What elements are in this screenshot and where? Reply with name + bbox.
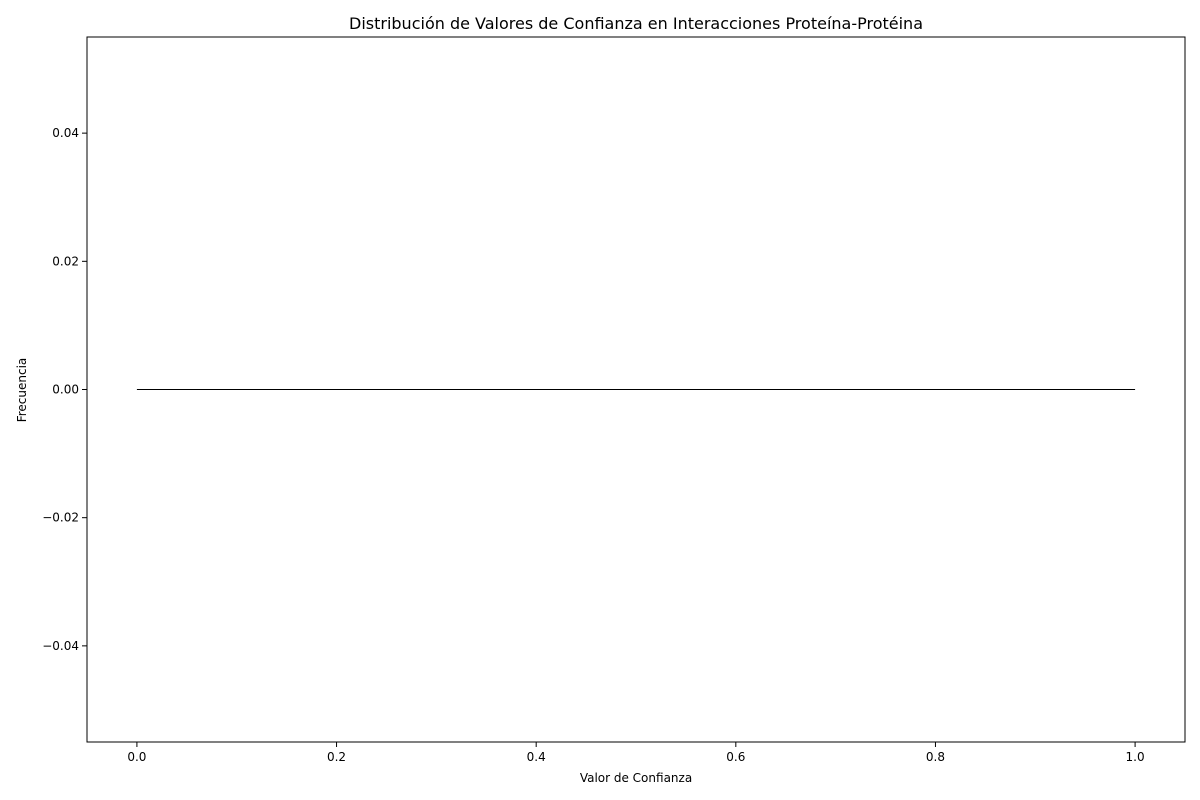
y-tick-label: 0.02 bbox=[52, 254, 79, 268]
x-tick-label: 0.2 bbox=[327, 750, 346, 764]
y-tick-label: 0.00 bbox=[52, 383, 79, 397]
x-tick-label: 0.6 bbox=[726, 750, 745, 764]
chart-title: Distribución de Valores de Confianza en … bbox=[349, 14, 923, 33]
y-tick-label: −0.04 bbox=[42, 639, 79, 653]
x-tick-label: 0.0 bbox=[127, 750, 146, 764]
y-axis-label: Frecuencia bbox=[15, 358, 29, 423]
y-tick-label: 0.04 bbox=[52, 126, 79, 140]
x-tick-label: 0.4 bbox=[527, 750, 546, 764]
x-axis-label: Valor de Confianza bbox=[580, 771, 692, 785]
x-tick-label: 1.0 bbox=[1126, 750, 1145, 764]
x-tick-label: 0.8 bbox=[926, 750, 945, 764]
y-tick-label: −0.02 bbox=[42, 511, 79, 525]
